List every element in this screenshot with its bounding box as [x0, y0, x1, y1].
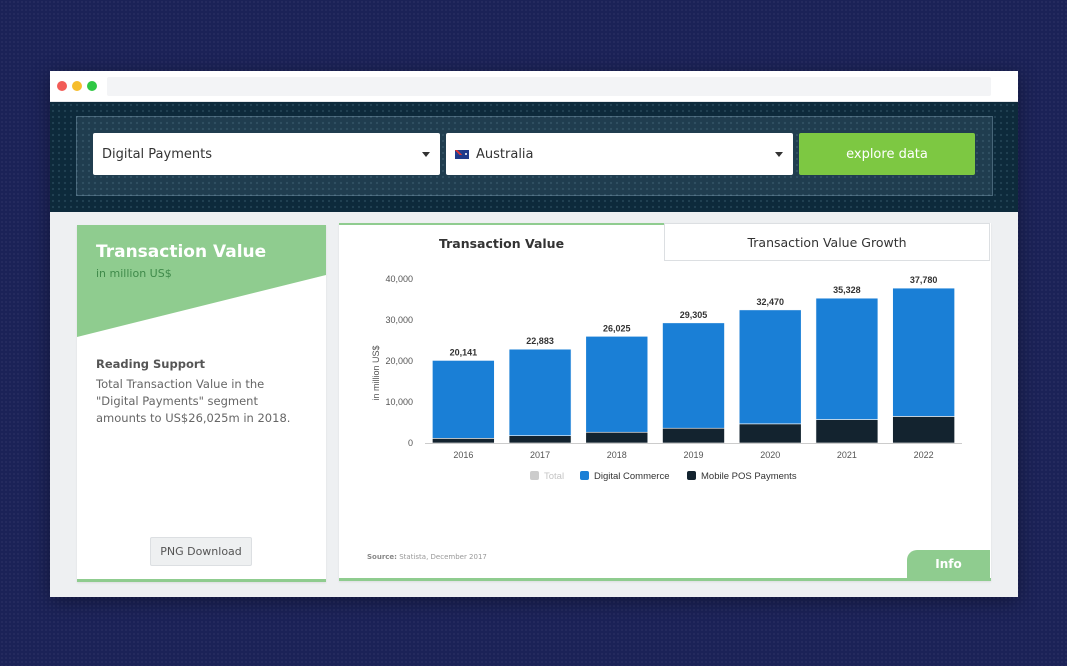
info-card: Transaction Value in million US$ Reading… [77, 225, 326, 582]
reading-support-text: Total Transaction Value in the "Digital … [96, 377, 291, 425]
tab-transaction-value-growth[interactable]: Transaction Value Growth [664, 223, 990, 261]
bar-mobile-pos [738, 423, 802, 444]
y-axis-label: in million US$ [371, 345, 381, 400]
tab-transaction-value[interactable]: Transaction Value [339, 223, 664, 261]
bar-mobile-pos [432, 438, 495, 444]
bar-mobile-pos [508, 435, 572, 444]
source-label: Source: [367, 553, 397, 561]
y-tick-label: 40,000 [385, 274, 413, 284]
legend-label: Mobile POS Payments [701, 471, 797, 482]
browser-titlebar [50, 71, 1018, 102]
bar-total-label: 32,470 [756, 297, 784, 307]
bar-mobile-pos [662, 427, 725, 444]
x-tick-label: 2021 [837, 450, 857, 460]
reading-support-heading: Reading Support [96, 357, 206, 371]
country-select[interactable]: Australia [446, 133, 793, 175]
segment-select-value: Digital Payments [102, 146, 212, 162]
australia-flag-icon [455, 149, 469, 159]
chevron-down-icon [422, 152, 430, 157]
card-unit: in million US$ [96, 267, 172, 280]
bar-mobile-pos [815, 419, 879, 444]
chart-card: Transaction Value Transaction Value Grow… [339, 223, 991, 581]
browser-window: Digital Payments Australia explore data … [50, 71, 1018, 597]
x-tick-label: 2022 [914, 450, 934, 460]
y-tick-label: 20,000 [385, 356, 413, 366]
bar-digital-commerce [892, 287, 955, 417]
bar-total-label: 26,025 [603, 323, 631, 333]
bar-mobile-pos [892, 416, 955, 444]
country-select-value: Australia [476, 146, 534, 162]
legend-label: Digital Commerce [594, 471, 670, 482]
legend-label: Total [544, 471, 564, 482]
bar-total-label: 22,883 [526, 336, 554, 346]
bar-total-label: 20,141 [450, 347, 478, 357]
chart-source: Source: Statista, December 2017 [367, 553, 487, 561]
bar-digital-commerce [432, 360, 495, 439]
y-tick-label: 10,000 [385, 397, 413, 407]
bar-digital-commerce [738, 309, 802, 425]
transaction-value-chart: 0 10,000 20,000 30,000 40,000 in million US$ 2… [371, 274, 962, 482]
bar-mobile-pos [585, 431, 649, 444]
x-tick-label: 2018 [607, 450, 627, 460]
bar-digital-commerce [585, 335, 649, 433]
legend-swatch [580, 471, 589, 480]
bar-total-label: 35,328 [833, 285, 861, 295]
x-tick-label: 2017 [530, 450, 550, 460]
source-text: Statista, December 2017 [399, 553, 487, 561]
bar-digital-commerce [508, 348, 572, 436]
bar-total-label: 29,305 [680, 310, 708, 320]
x-tick-label: 2020 [760, 450, 780, 460]
y-tick-label: 30,000 [385, 315, 413, 325]
y-tick-label: 0 [408, 438, 413, 448]
bar-digital-commerce [815, 297, 879, 420]
png-download-button[interactable]: PNG Download [150, 537, 252, 566]
bar-digital-commerce [662, 322, 725, 429]
card-title: Transaction Value [96, 242, 267, 262]
x-tick-label: 2016 [453, 450, 473, 460]
maximize-window-dot[interactable] [87, 81, 97, 91]
filter-banner: Digital Payments Australia explore data [50, 102, 1018, 212]
card-header-background [77, 225, 326, 337]
legend-swatch [687, 471, 696, 480]
close-window-dot[interactable] [57, 81, 67, 91]
chevron-down-icon [775, 152, 783, 157]
info-button[interactable]: Info [907, 550, 990, 578]
bar-total-label: 37,780 [910, 275, 938, 285]
explore-data-button[interactable]: explore data [799, 133, 975, 175]
legend-swatch [530, 471, 539, 480]
minimize-window-dot[interactable] [72, 81, 82, 91]
address-bar[interactable] [107, 77, 991, 96]
segment-select[interactable]: Digital Payments [93, 133, 440, 175]
x-tick-label: 2019 [683, 450, 703, 460]
